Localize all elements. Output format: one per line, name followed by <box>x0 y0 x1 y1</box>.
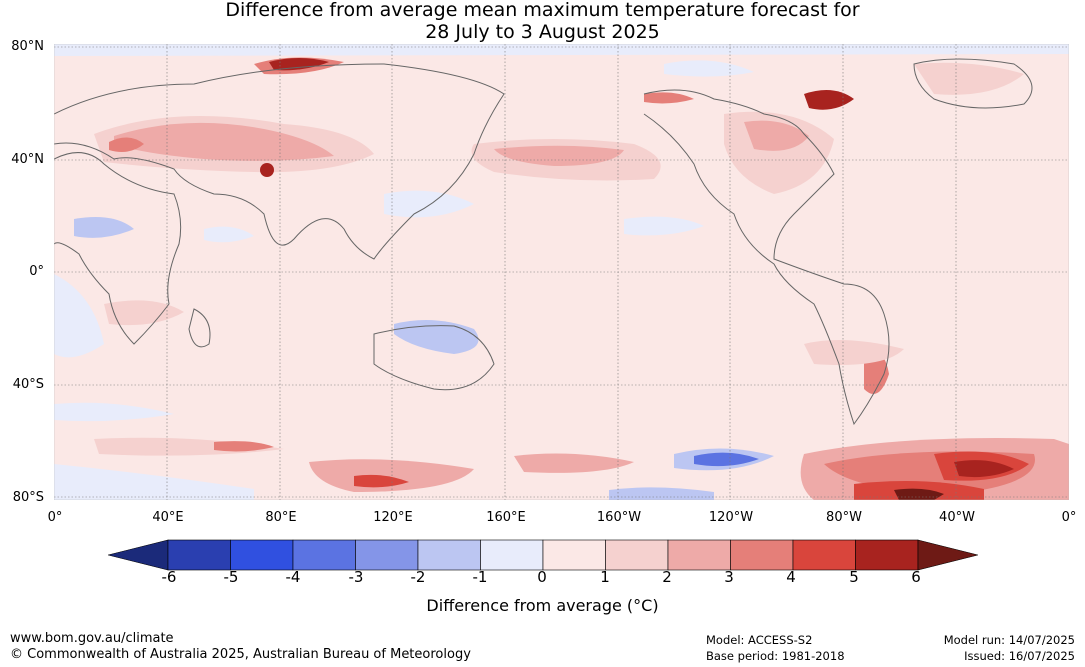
lon-label-0-left: 0° <box>47 510 63 525</box>
lon-label-0-right: 0° <box>1061 510 1077 525</box>
colorbar-swatch <box>292 539 356 571</box>
colorbar-tick-label: 6 <box>911 568 921 586</box>
colorbar-tick-label: 3 <box>724 568 734 586</box>
graticule <box>54 44 1069 500</box>
lat-label-80s: 80°S <box>12 490 44 505</box>
colorbar-tick-label: 4 <box>786 568 796 586</box>
colorbar-swatch <box>480 539 544 571</box>
colorbar-swatch <box>605 539 669 571</box>
lat-label-0: 0° <box>29 264 44 279</box>
lon-label-80w: 80°W <box>826 510 862 525</box>
colorbar-tick-label: -5 <box>223 568 239 586</box>
colorbar-tick-label: -2 <box>410 568 426 586</box>
lon-label-40w: 40°W <box>939 510 975 525</box>
colorbar-tick-label: 5 <box>849 568 859 586</box>
footer-website: www.bom.gov.au/climate <box>10 631 174 646</box>
colorbar-swatch <box>730 539 794 571</box>
lat-label-40n: 40°N <box>11 152 44 167</box>
colorbar <box>108 539 978 571</box>
colorbar-swatch <box>542 539 606 571</box>
colorbar-swatch <box>167 539 231 571</box>
footer-model-run: Model run: 14/07/2025 <box>943 633 1075 647</box>
lat-label-80n: 80°N <box>11 39 44 54</box>
colorbar-swatch <box>855 539 919 571</box>
map-title-line2: 28 July to 3 August 2025 <box>425 21 660 43</box>
colorbar-swatch <box>230 539 294 571</box>
colorbar-swatch <box>667 539 731 571</box>
colorbar-tick-label: -4 <box>285 568 301 586</box>
colorbar-tick-label: 2 <box>662 568 672 586</box>
warm-anomaly-layer <box>94 57 1069 500</box>
lon-label-40e: 40°E <box>152 510 184 525</box>
colorbar-swatch <box>792 539 856 571</box>
colorbar-extend-low <box>108 539 169 571</box>
colorbar-tick-label: -1 <box>472 568 488 586</box>
lon-label-160e: 160°E <box>486 510 526 525</box>
lon-label-120w: 120°W <box>708 510 754 525</box>
cool-anomaly-layer <box>54 44 1069 500</box>
colorbar-swatch <box>417 539 481 571</box>
lon-label-160w: 160°W <box>596 510 642 525</box>
colorbar-extend-high <box>917 539 978 571</box>
map-title-line1: Difference from average mean maximum tem… <box>225 0 860 21</box>
colorbar-tick-label: -3 <box>348 568 364 586</box>
footer-copyright: © Commonwealth of Australia 2025, Austra… <box>10 647 471 662</box>
footer-base-period: Base period: 1981-2018 <box>706 649 845 663</box>
lon-label-120e: 120°E <box>373 510 413 525</box>
temperature-anomaly-map <box>54 44 1069 500</box>
footer-issued: Issued: 16/07/2025 <box>964 649 1075 663</box>
colorbar-label: Difference from average (°C) <box>426 596 659 615</box>
colorbar-tick-label: -6 <box>161 568 177 586</box>
lon-label-80e: 80°E <box>265 510 297 525</box>
colorbar-tick-label: 0 <box>537 568 547 586</box>
colorbar-tick-label: 1 <box>600 568 610 586</box>
colorbar-swatch <box>355 539 419 571</box>
footer-model: Model: ACCESS-S2 <box>706 633 813 647</box>
lat-label-40s: 40°S <box>12 377 44 392</box>
coastline-layer <box>54 58 1033 426</box>
